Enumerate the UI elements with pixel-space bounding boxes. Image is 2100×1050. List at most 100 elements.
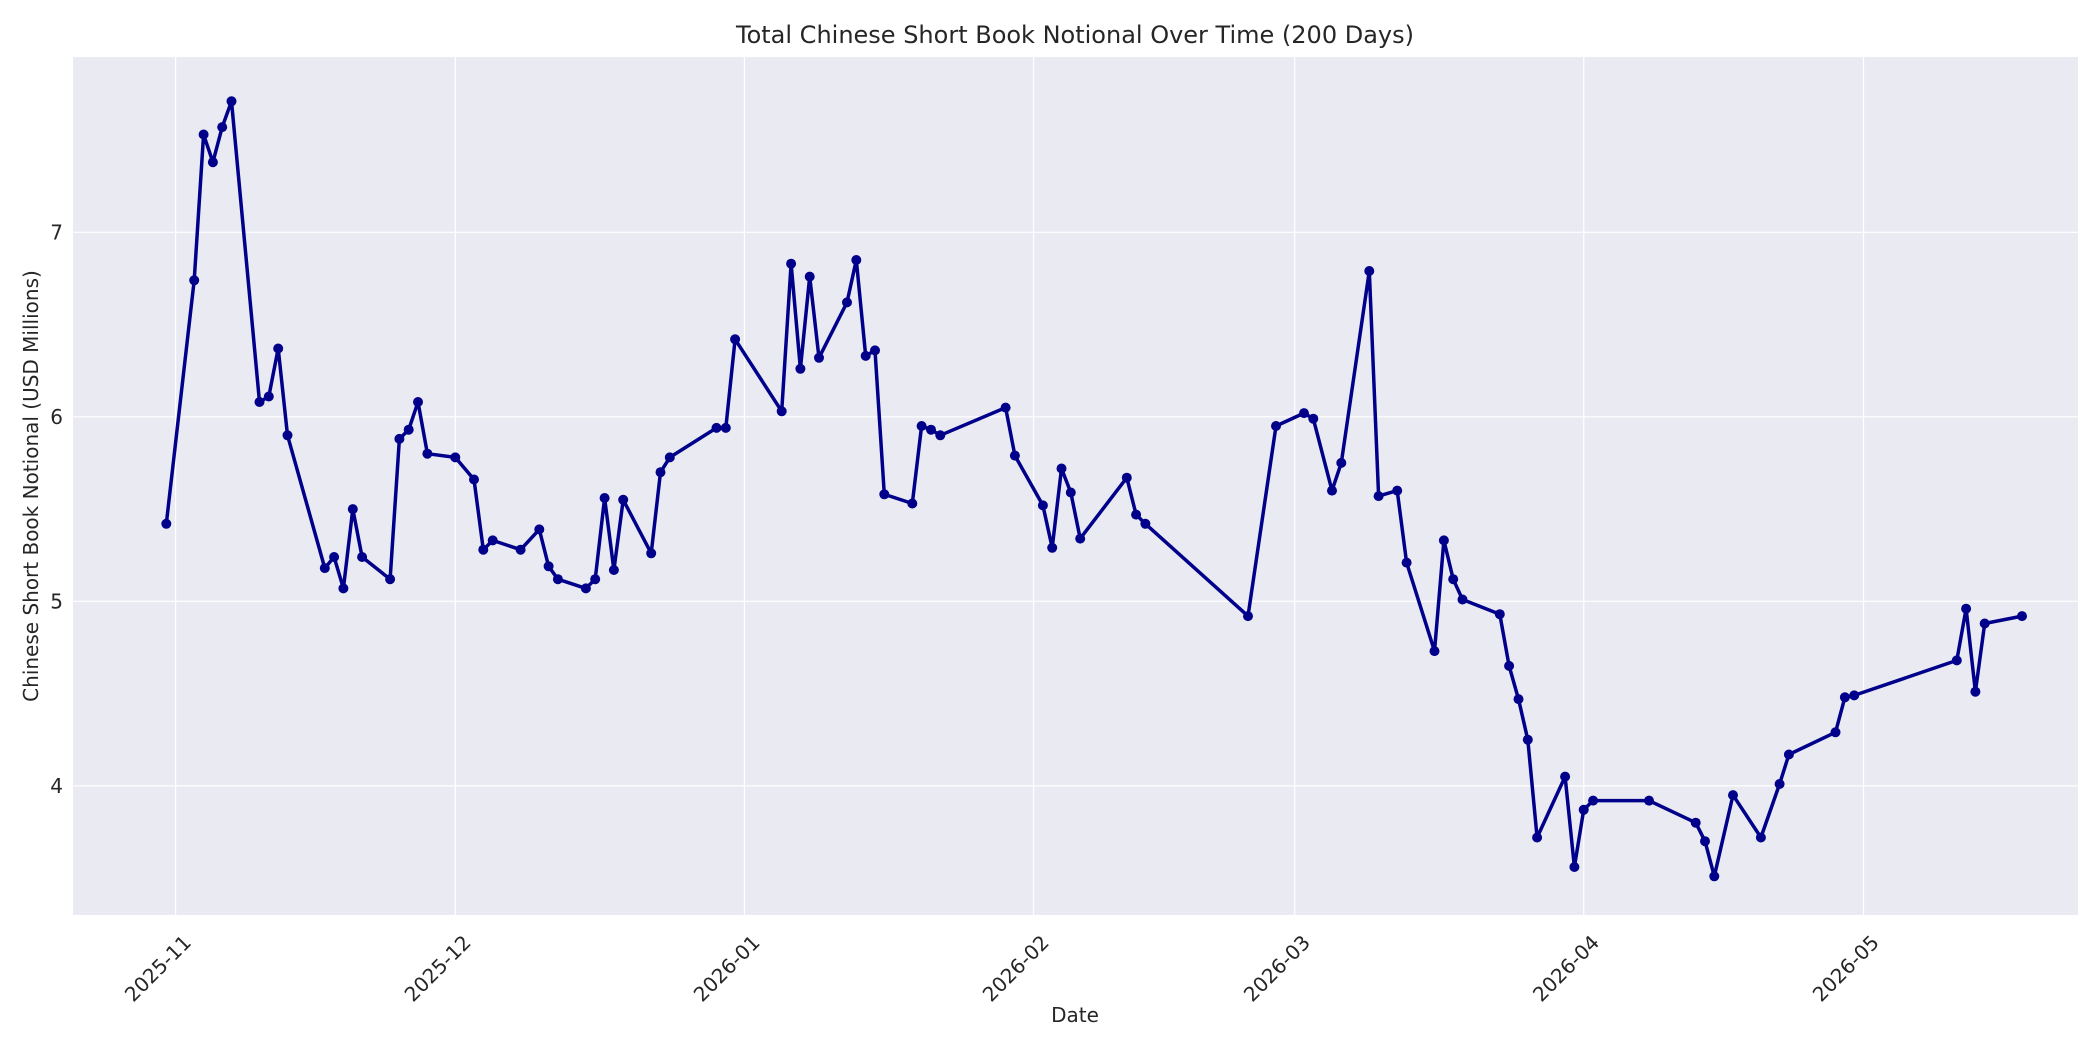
- x-tick-label: 2025-12: [400, 930, 476, 1006]
- data-point: [599, 493, 610, 503]
- data-point: [450, 452, 461, 463]
- x-tick-label: 2026-01: [689, 930, 765, 1006]
- data-points: [161, 96, 2027, 882]
- data-point: [1429, 646, 1440, 657]
- data-point: [1783, 749, 1794, 760]
- data-point: [1373, 491, 1384, 502]
- data-point: [1728, 790, 1738, 801]
- data-point: [161, 518, 172, 529]
- data-point: [1037, 500, 1048, 511]
- data-point: [1578, 804, 1589, 815]
- data-point: [403, 424, 414, 435]
- y-tick-label: 5: [50, 589, 63, 613]
- data-point: [1513, 694, 1524, 705]
- data-point: [860, 350, 871, 361]
- y-tick-label: 4: [50, 774, 63, 798]
- data-point: [1961, 603, 1972, 614]
- data-point: [2017, 611, 2027, 622]
- data-point: [329, 552, 340, 562]
- data-point: [385, 574, 396, 585]
- data-point: [478, 544, 489, 555]
- data-point: [730, 334, 741, 345]
- data-point: [543, 561, 554, 572]
- data-point: [1700, 836, 1710, 847]
- data-point: [608, 565, 619, 575]
- data-point: [711, 422, 722, 433]
- x-tick-label: 2026-04: [1528, 930, 1604, 1006]
- data-point: [1457, 594, 1468, 605]
- data-point: [1709, 871, 1720, 882]
- data-point: [217, 122, 228, 133]
- x-tick-label: 2026-05: [1808, 930, 1884, 1006]
- data-point: [1075, 533, 1086, 544]
- data-point: [1392, 485, 1403, 496]
- data-point: [1690, 817, 1701, 828]
- data-point: [534, 524, 545, 535]
- data-point: [273, 343, 284, 354]
- data-point: [655, 467, 666, 478]
- data-point: [1560, 771, 1571, 782]
- x-tick-label: 2025-11: [120, 930, 196, 1006]
- data-point: [207, 157, 218, 168]
- data-point: [347, 504, 358, 515]
- data-point: [1839, 692, 1850, 703]
- data-point: [254, 397, 265, 407]
- data-point: [879, 489, 890, 500]
- data-point: [552, 574, 563, 585]
- data-point: [1448, 574, 1459, 585]
- data-point: [469, 474, 479, 485]
- x-axis-ticks: 2025-11 2025-12 2026-01 2026-02 2026-03 2026-…: [120, 930, 1884, 1006]
- gridlines: [73, 57, 2078, 915]
- data-point: [851, 255, 862, 265]
- data-point: [1504, 660, 1515, 671]
- data-point: [1588, 795, 1599, 806]
- data-point: [282, 430, 293, 441]
- data-point: [1299, 408, 1309, 419]
- x-axis-label: Date: [1051, 1003, 1099, 1027]
- data-point: [1308, 413, 1319, 424]
- data-point: [394, 433, 405, 444]
- data-point: [795, 363, 806, 374]
- y-axis-ticks: 4 5 6 7: [50, 220, 63, 798]
- data-point: [422, 448, 433, 459]
- data-point: [1009, 450, 1020, 461]
- data-point: [1243, 611, 1253, 622]
- data-point: [413, 397, 423, 407]
- data-point: [1327, 485, 1337, 496]
- data-point: [804, 271, 815, 282]
- data-point: [1131, 509, 1142, 520]
- data-point: [786, 258, 797, 269]
- data-point: [487, 535, 498, 546]
- data-point: [1438, 535, 1449, 546]
- data-point: [1951, 655, 1962, 666]
- y-axis-label: Chinese Short Book Notional (USD Million…: [19, 270, 43, 702]
- data-point: [1494, 609, 1505, 620]
- data-point: [720, 422, 731, 433]
- data-point: [1000, 402, 1011, 413]
- data-point: [263, 391, 274, 402]
- data-point: [1140, 518, 1151, 529]
- data-point: [357, 552, 368, 562]
- data-point: [1644, 795, 1654, 806]
- data-point: [189, 275, 200, 286]
- data-point: [1532, 832, 1543, 843]
- data-point: [814, 352, 824, 363]
- data-point: [870, 345, 880, 356]
- x-tick-label: 2026-02: [978, 930, 1054, 1006]
- data-point: [664, 452, 675, 463]
- plot-area: [73, 57, 2078, 915]
- data-point: [926, 424, 936, 435]
- data-point: [590, 574, 601, 585]
- data-point: [1401, 557, 1412, 568]
- data-point: [580, 583, 591, 594]
- data-point: [1830, 727, 1841, 738]
- data-point: [1336, 457, 1347, 468]
- data-point: [1522, 734, 1533, 745]
- data-point: [916, 421, 927, 431]
- data-point: [1979, 618, 1990, 629]
- data-point: [198, 129, 209, 140]
- chart-title: Total Chinese Short Book Notional Over T…: [735, 21, 1414, 49]
- data-point: [646, 548, 657, 559]
- data-point: [1271, 421, 1281, 431]
